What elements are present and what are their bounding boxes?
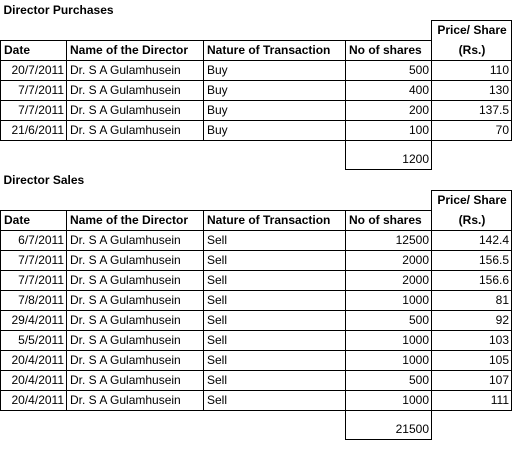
sales-nature-cell: Sell [203,329,346,351]
purchases-shares-header: No of shares [345,39,432,61]
sales-shares-cell: 500 [345,369,432,391]
table-row: 7/8/2011 Dr. S A Gulamhusein Sell 1000 81 [0,289,512,311]
sales-shares-cell: 1000 [345,289,432,311]
sales-date-cell: 5/5/2011 [0,329,67,351]
purchases-price-cell: 130 [431,79,512,101]
purchases-name-cell: Dr. S A Gulamhusein [66,99,204,121]
sales-shares-cell: 500 [345,309,432,331]
sales-shares-cell: 12500 [345,229,432,251]
sales-shares-cell: 1000 [345,349,432,371]
sales-name-cell: Dr. S A Gulamhusein [66,369,204,391]
sales-shares-cell: 1000 [345,329,432,351]
sales-shares-cell: 1000 [345,389,432,411]
table-row: 7/7/2011 Dr. S A Gulamhusein Buy 400 130 [0,79,512,101]
sales-nature-cell: Sell [203,349,346,371]
purchases-shares-cell: 400 [345,79,432,101]
sales-nature-cell: Sell [203,389,346,411]
purchases-nature-cell: Buy [203,59,346,81]
sales-nature-header: Nature of Transaction [203,209,346,231]
purchases-shares-cell: 200 [345,99,432,121]
sales-title: Director Sales [3,173,85,187]
purchases-shares-cell: 500 [345,59,432,81]
sales-nature-cell: Sell [203,289,346,311]
sales-date-cell: 7/8/2011 [0,289,67,311]
table-row: 5/5/2011 Dr. S A Gulamhusein Sell 1000 103 [0,329,512,351]
table-row: 6/7/2011 Dr. S A Gulamhusein Sell 12500 142.… [0,229,512,251]
purchases-date-header: Date [0,39,67,61]
sales-date-header: Date [0,209,67,231]
sales-name-cell: Dr. S A Gulamhusein [66,229,204,251]
purchases-price-header-line1: Price/ Share [431,20,512,40]
sales-nature-cell: Sell [203,269,346,291]
purchases-date-cell: 21/6/2011 [0,119,67,141]
sales-shares-cell: 2000 [345,249,432,271]
table-row: 7/7/2011 Dr. S A Gulamhusein Buy 200 137.5 [0,99,512,121]
sales-name-cell: Dr. S A Gulamhusein [66,389,204,411]
table-row: 7/7/2011 Dr. S A Gulamhusein Sell 2000 156.5 [0,249,512,271]
purchases-price-cell: 70 [431,119,512,141]
sales-price-cell: 156.5 [431,249,512,271]
sales-name-header: Name of the Director [66,209,204,231]
sales-name-cell: Dr. S A Gulamhusein [66,329,204,351]
sales-date-cell: 7/7/2011 [0,249,67,271]
sales-date-cell: 7/7/2011 [0,269,67,291]
sales-date-cell: 20/4/2011 [0,389,67,411]
sales-date-cell: 20/4/2011 [0,369,67,391]
table-row: 20/4/2011 Dr. S A Gulamhusein Sell 500 107 [0,369,512,391]
sales-date-cell: 6/7/2011 [0,229,67,251]
sales-price-cell: 156.6 [431,269,512,291]
purchases-price-cell: 110 [431,59,512,81]
purchases-nature-cell: Buy [203,99,346,121]
sales-nature-cell: Sell [203,229,346,251]
purchases-price-cell: 137.5 [431,99,512,121]
purchases-nature-header: Nature of Transaction [203,39,346,61]
purchases-table: Director Purchases Price/ Share Date Nam… [0,1,512,170]
purchases-price-header-line2: (Rs.) [431,40,512,61]
sales-price-cell: 105 [431,349,512,371]
purchases-nature-cell: Buy [203,119,346,141]
purchases-title: Director Purchases [3,3,114,17]
purchases-name-cell: Dr. S A Gulamhusein [66,59,204,81]
purchases-total: 1200 [345,139,432,170]
sales-price-cell: 107 [431,369,512,391]
table-row: 7/7/2011 Dr. S A Gulamhusein Sell 2000 156.6 [0,269,512,291]
purchases-name-header: Name of the Director [66,39,204,61]
purchases-name-cell: Dr. S A Gulamhusein [66,119,204,141]
sales-name-cell: Dr. S A Gulamhusein [66,349,204,371]
purchases-nature-cell: Buy [203,79,346,101]
sales-price-header-line1: Price/ Share [431,190,512,210]
sales-price-cell: 103 [431,329,512,351]
purchases-date-cell: 7/7/2011 [0,79,67,101]
sales-date-cell: 20/4/2011 [0,349,67,371]
table-row: 20/7/2011 Dr. S A Gulamhusein Buy 500 110 [0,59,512,81]
sales-shares-cell: 2000 [345,269,432,291]
sales-price-cell: 111 [431,389,512,411]
table-row: 29/4/2011 Dr. S A Gulamhusein Sell 500 92 [0,309,512,331]
sales-nature-cell: Sell [203,249,346,271]
table-row: 21/6/2011 Dr. S A Gulamhusein Buy 100 70 [0,119,512,141]
sales-name-cell: Dr. S A Gulamhusein [66,289,204,311]
sales-price-cell: 142.4 [431,229,512,251]
sales-name-cell: Dr. S A Gulamhusein [66,249,204,271]
sales-total: 21500 [345,409,432,440]
purchases-name-cell: Dr. S A Gulamhusein [66,79,204,101]
sales-name-cell: Dr. S A Gulamhusein [66,269,204,291]
sales-shares-header: No of shares [345,209,432,231]
purchases-date-cell: 7/7/2011 [0,99,67,121]
purchases-date-cell: 20/7/2011 [0,59,67,81]
sales-date-cell: 29/4/2011 [0,309,67,331]
sales-name-cell: Dr. S A Gulamhusein [66,309,204,331]
sales-nature-cell: Sell [203,369,346,391]
sales-price-cell: 81 [431,289,512,311]
sales-table: Director Sales Price/ Share Date Name of… [0,171,512,440]
sales-nature-cell: Sell [203,309,346,331]
purchases-shares-cell: 100 [345,119,432,141]
table-row: 20/4/2011 Dr. S A Gulamhusein Sell 1000 111 [0,389,512,411]
table-row: 20/4/2011 Dr. S A Gulamhusein Sell 1000 105 [0,349,512,371]
sales-price-cell: 92 [431,309,512,331]
sales-price-header-line2: (Rs.) [431,210,512,231]
